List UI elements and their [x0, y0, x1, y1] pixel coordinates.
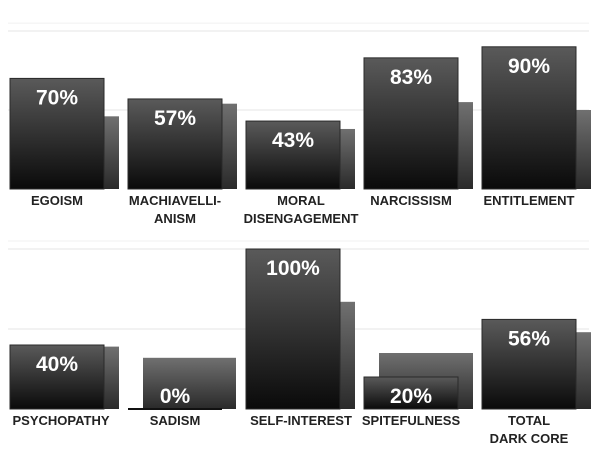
value-label: 20%: [390, 385, 432, 408]
value-label: 90%: [508, 55, 550, 78]
category-label: EGOISM: [31, 193, 83, 208]
value-label: 56%: [508, 327, 550, 350]
comparison-bar: [104, 346, 119, 409]
category-label: MACHIAVELLI-ANISM: [129, 193, 221, 226]
category-label: TOTAL DARK CORE: [490, 413, 569, 446]
comparison-bar: [143, 357, 236, 409]
category-label: ENTITLEMENT: [484, 193, 575, 208]
category-label: SADISM: [150, 413, 201, 428]
value-label: 83%: [390, 66, 432, 89]
comparison-bar: [458, 102, 473, 189]
comparison-bar: [340, 128, 355, 189]
value-bar: [9, 344, 105, 410]
value-bar: [481, 46, 577, 190]
category-label: MORAL DISENGAGEMENT: [244, 193, 359, 226]
category-label: SELF-INTEREST: [250, 413, 352, 428]
chart-panel-2: 40% PSYCHOPATHY 0% SADISM 100% SELF-INTEREST 2…: [8, 240, 591, 446]
comparison-bar: [104, 116, 119, 189]
value-bar: [245, 120, 341, 190]
value-bar: [481, 318, 577, 410]
value-bar: [363, 376, 459, 410]
value-bar: [245, 248, 341, 410]
comparison-bar: [576, 332, 591, 409]
category-label: PSYCHOPATHY: [12, 413, 109, 428]
value-label: 57%: [154, 107, 196, 130]
comparison-bar: [340, 301, 355, 409]
value-label: 70%: [36, 86, 78, 109]
category-label: SPITEFULNESS: [362, 413, 461, 428]
value-bar: [128, 408, 222, 410]
value-label: 100%: [266, 257, 320, 280]
comparison-bar: [576, 110, 591, 189]
chart-panel-1: 70% EGOISM 57% MACHIAVELLI-ANISM 43% MORAL DIS…: [8, 22, 591, 226]
value-label: 40%: [36, 353, 78, 376]
value-bar: [127, 98, 223, 190]
category-label: NARCISSISM: [370, 193, 452, 208]
value-label: 43%: [272, 129, 314, 152]
value-bar: [363, 57, 459, 190]
value-bar: [9, 77, 105, 190]
value-label: 0%: [160, 385, 191, 408]
comparison-bar: [222, 103, 237, 189]
